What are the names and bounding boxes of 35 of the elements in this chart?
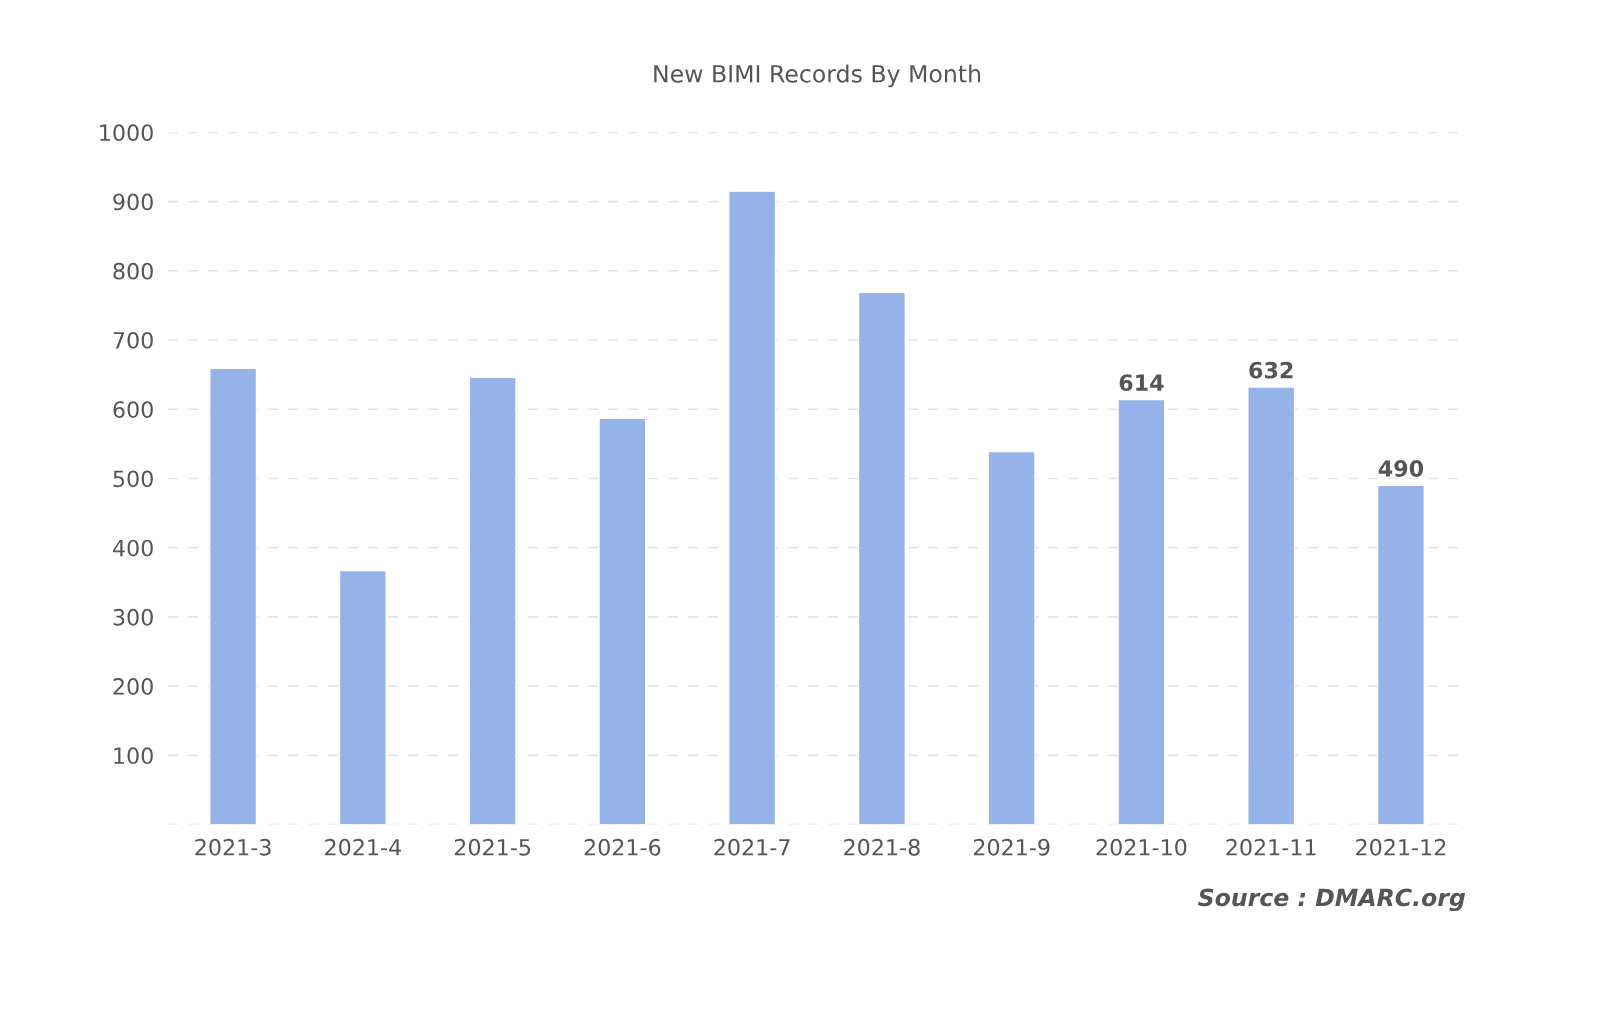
bar (1247, 386, 1296, 825)
data-label: 490 (1378, 460, 1424, 477)
source-note: Source : DMARC.org (1198, 888, 1466, 912)
bar (987, 450, 1036, 825)
x-tick-label: 2021-3 (195, 838, 271, 856)
x-tick-label: 2021-11 (1226, 838, 1316, 856)
bar (468, 376, 517, 825)
bar (728, 190, 777, 825)
y-tick-label: 1000 (100, 124, 153, 142)
bar (598, 417, 647, 825)
y-tick-label: 700 (113, 331, 153, 349)
data-label: 632 (1249, 361, 1293, 379)
y-tick-label: 100 (114, 747, 153, 765)
chart-title: New BIMI Records By Month (654, 64, 981, 88)
y-tick-label: 900 (113, 193, 153, 211)
y-tick-label: 400 (112, 539, 153, 557)
x-tick-label: 2021-12 (1356, 838, 1446, 856)
x-tick-label: 2021-5 (454, 838, 531, 856)
bar (857, 291, 906, 825)
y-tick-label: 200 (113, 678, 153, 695)
x-tick-label: 2021-4 (325, 838, 401, 856)
y-tick-label: 800 (113, 262, 153, 280)
x-tick-label: 2021-7 (714, 838, 790, 856)
x-tick-label: 2021-6 (584, 838, 661, 856)
bar (1117, 398, 1166, 825)
y-tick-label: 600 (113, 401, 153, 418)
bar (338, 569, 387, 825)
bar (209, 367, 258, 825)
bar (1376, 484, 1426, 825)
y-tick-label: 500 (113, 470, 153, 488)
data-label: 614 (1119, 374, 1164, 392)
x-tick-label: 2021-10 (1096, 838, 1187, 856)
x-tick-label: 2021-9 (973, 838, 1050, 856)
x-tick-label: 2021-8 (844, 838, 920, 856)
y-tick-label: 300 (113, 608, 153, 626)
